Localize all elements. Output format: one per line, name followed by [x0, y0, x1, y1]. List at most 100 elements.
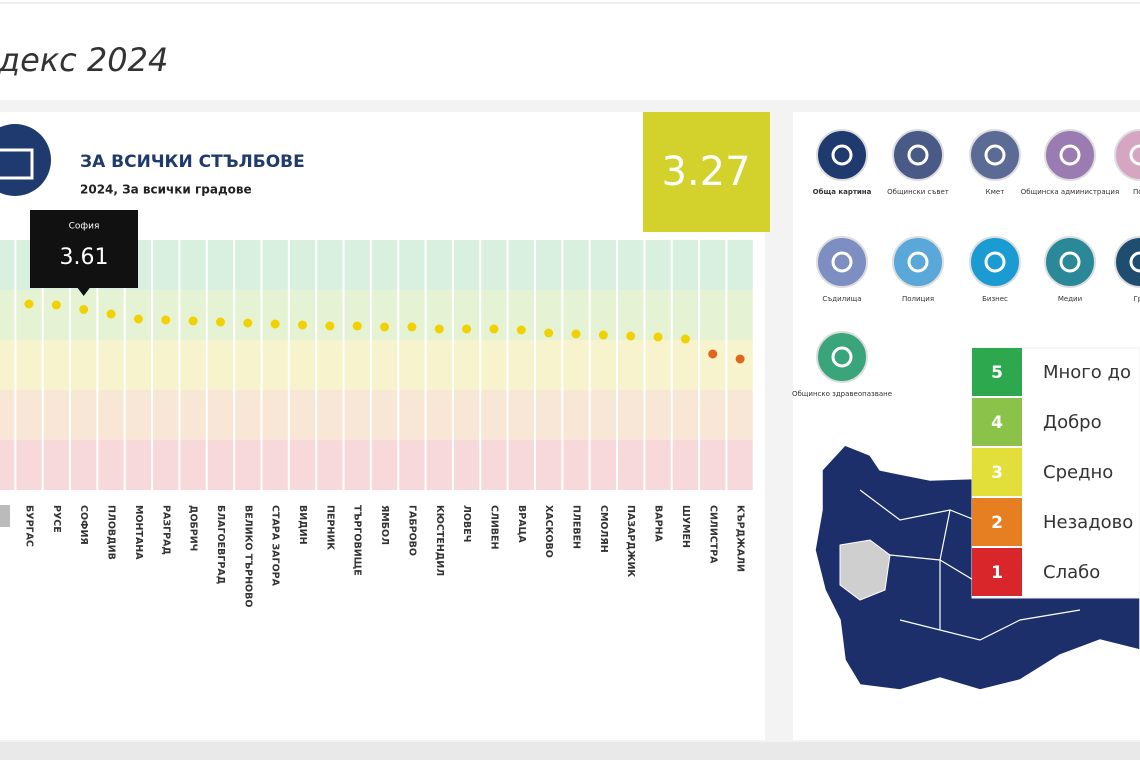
x-tick-label: СМОЛЯН [598, 505, 609, 553]
band-cell [426, 240, 452, 290]
pillar-glyph [831, 144, 853, 166]
pillar-icons: Обща картина Общински съвет Кмет Общинска а… [792, 129, 1140, 398]
band-cell [180, 340, 206, 390]
band-cell [235, 440, 261, 490]
band-cell [508, 390, 534, 440]
dot[interactable] [79, 305, 89, 314]
pillar-icon[interactable] [969, 129, 1021, 181]
dot[interactable] [325, 321, 335, 331]
band-cell [645, 440, 671, 490]
x-tick-label: РАЗГРАД [160, 505, 171, 555]
dot[interactable] [680, 334, 690, 344]
x-tick-label: ПЕРНИК [324, 505, 335, 550]
dot[interactable] [489, 324, 499, 334]
pillar-icon[interactable] [816, 236, 868, 288]
band-cell [590, 240, 617, 290]
legend-swatch [972, 498, 1022, 546]
dot[interactable] [106, 309, 116, 319]
dot[interactable] [51, 300, 61, 310]
pillar-icon[interactable] [892, 129, 944, 181]
band-cell [153, 290, 179, 340]
band-cell [71, 440, 97, 490]
band-cell [125, 390, 152, 440]
dot[interactable] [626, 331, 636, 341]
band-cell [645, 240, 671, 290]
band-cell [344, 240, 370, 290]
band-cell [508, 440, 534, 490]
band-cell [590, 390, 617, 440]
dot[interactable] [24, 299, 34, 309]
band-cell [371, 340, 398, 390]
x-tick-label: ДОБРИЧ [188, 505, 199, 551]
dot[interactable] [434, 324, 444, 334]
dot[interactable] [653, 332, 663, 342]
x-tick-label: ТЪРГОВИЩЕ [352, 505, 363, 576]
dot[interactable] [380, 322, 390, 332]
pillar-icon[interactable] [969, 236, 1021, 288]
dot[interactable] [544, 328, 554, 338]
band-cell [371, 240, 398, 290]
band-cell [426, 340, 452, 390]
dot[interactable] [407, 322, 417, 332]
panel-subtitle: 2024, За всички градове [80, 183, 252, 197]
pillar-icon[interactable] [892, 236, 944, 288]
pillar-icon[interactable] [1114, 129, 1140, 181]
dot[interactable] [133, 314, 143, 324]
dot[interactable] [270, 319, 280, 329]
band-cell [43, 340, 70, 390]
band-cell [672, 340, 699, 390]
band-cell [0, 290, 15, 340]
band-cell [71, 290, 97, 340]
band-cell [207, 340, 234, 390]
band-cell [700, 340, 726, 390]
x-tick-label: ГАБРОВО [406, 505, 417, 556]
band-cell [0, 440, 15, 490]
band-cell [727, 290, 753, 340]
band-cell [262, 440, 288, 490]
dot[interactable] [215, 317, 225, 327]
band-cell [317, 390, 343, 440]
band-cell [371, 390, 398, 440]
pillar-glyph [984, 144, 1006, 166]
pillar-glyph [1129, 144, 1140, 166]
pillar-label: Общинска администрация [1021, 188, 1119, 196]
band-cell [289, 290, 316, 340]
band-cell [399, 290, 425, 340]
band-cell [16, 290, 42, 340]
pillar-icon[interactable] [816, 129, 868, 181]
band-cell [153, 340, 179, 390]
page-title: декс 2024 [0, 41, 168, 79]
band-cell [207, 290, 234, 340]
dot[interactable] [298, 320, 307, 330]
x-tick-label: ПАЗАРДЖИК [625, 505, 636, 577]
dot[interactable] [735, 354, 745, 364]
dot[interactable] [352, 321, 362, 331]
pillar-icon[interactable] [1044, 236, 1096, 288]
dot[interactable] [571, 329, 581, 339]
dot[interactable] [708, 349, 718, 359]
legend-swatch [972, 448, 1022, 496]
icon-glyph [0, 148, 34, 180]
rating-bands [0, 240, 765, 490]
dot[interactable] [516, 325, 526, 335]
band-cell [235, 290, 261, 340]
pillar-icon[interactable] [1114, 236, 1140, 288]
dot[interactable] [598, 330, 608, 340]
band-cell [618, 390, 644, 440]
dot[interactable] [462, 324, 472, 334]
pillar-icon[interactable] [1044, 129, 1096, 181]
band-cell [0, 340, 15, 390]
band-cell [153, 390, 179, 440]
legend-label: Средно [1043, 462, 1113, 483]
dot[interactable] [161, 315, 171, 325]
band-cell [43, 290, 70, 340]
band-cell [43, 390, 70, 440]
band-cell [371, 290, 398, 340]
x-tick-label: ШУМЕН [680, 505, 691, 548]
dot[interactable] [188, 316, 198, 326]
band-cell [235, 340, 261, 390]
band-cell [317, 340, 343, 390]
dot[interactable] [243, 318, 253, 328]
pillar-label: Бизнес [982, 295, 1008, 303]
pillar-icon[interactable] [816, 331, 868, 383]
